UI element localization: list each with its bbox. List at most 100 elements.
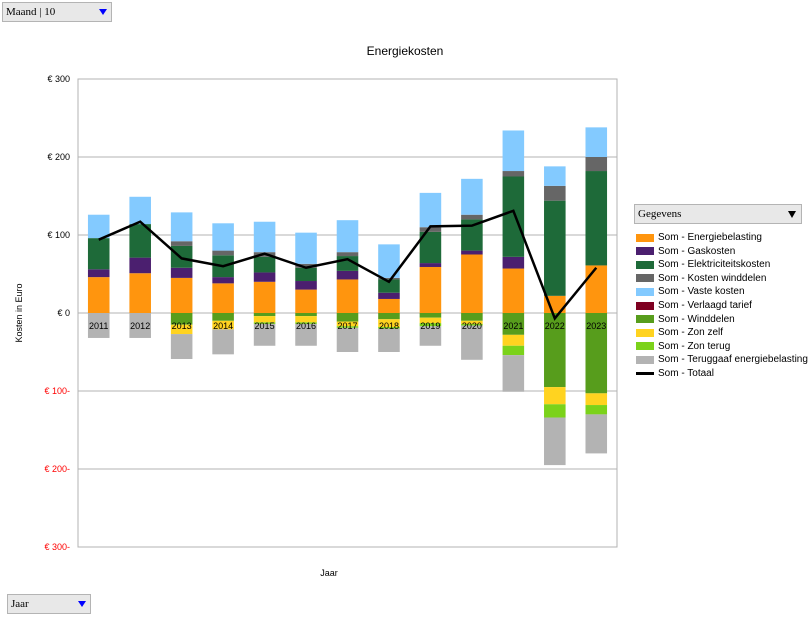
- bar-segment: [212, 320, 234, 330]
- bar-segment: [170, 267, 193, 278]
- bar-segment: [378, 298, 400, 313]
- bar-segment: [253, 316, 276, 323]
- bar-segment: [336, 326, 359, 328]
- bar-segment: [378, 277, 400, 280]
- bar-segment: [378, 328, 400, 352]
- bar-segment: [544, 295, 566, 313]
- bar-segment: [336, 313, 359, 322]
- bar-segment: [461, 313, 483, 321]
- bar-segment: [461, 178, 483, 215]
- bar-segment: [253, 323, 276, 346]
- bar-segment: [419, 266, 442, 313]
- bar-segment: [295, 322, 317, 324]
- legend-item: Som - Zon terug: [636, 339, 808, 353]
- bar-segment: [502, 313, 525, 335]
- bar-segment: [419, 227, 442, 232]
- x-axis-label: Jaar: [320, 568, 338, 578]
- bar-segment: [544, 185, 566, 201]
- dropdown-arrow-icon[interactable]: [99, 9, 107, 15]
- legend-swatch: [636, 260, 654, 269]
- legend-item: Som - Totaal: [636, 366, 808, 380]
- bar-segment: [378, 319, 400, 328]
- legend-label: Som - Vaste kosten: [658, 286, 745, 298]
- bar-segment: [502, 171, 525, 177]
- chart-title: Energiekosten: [367, 44, 444, 58]
- bar-segment: [502, 355, 525, 392]
- dropdown-arrow-icon[interactable]: [788, 211, 796, 218]
- bar-segment: [336, 252, 359, 257]
- legend-swatch: [636, 342, 654, 351]
- bar-segment: [129, 224, 151, 258]
- bar-segment: [87, 313, 110, 338]
- bar-segment: [295, 232, 317, 264]
- bar-segment: [212, 283, 234, 313]
- legend-swatch: [636, 301, 654, 310]
- row-field-dropdown[interactable]: Jaar: [7, 594, 91, 614]
- bar-segment: [461, 250, 483, 255]
- bar-segment: [170, 334, 193, 360]
- legend-item: Som - Kosten winddelen: [636, 272, 808, 286]
- bar-segment: [461, 320, 483, 324]
- bar-segment: [461, 323, 483, 326]
- x-tick-label: 2013: [172, 321, 192, 331]
- legend-label: Som - Winddelen: [658, 313, 735, 325]
- bar-segment: [253, 256, 276, 273]
- x-tick-label: 2023: [586, 321, 606, 331]
- bar-segment: [336, 279, 359, 313]
- row-field-label: Jaar: [11, 598, 29, 610]
- page-filter-dropdown[interactable]: Maand | 10: [2, 2, 112, 22]
- legend-label: Som - Kosten winddelen: [658, 272, 767, 284]
- bar-segment: [170, 313, 193, 325]
- bar-segment: [295, 323, 317, 346]
- x-tick-label: 2017: [337, 321, 357, 331]
- y-tick-label: € 300: [47, 74, 70, 84]
- bar-segment: [419, 317, 442, 324]
- y-tick-label: € 100-: [44, 386, 70, 396]
- bar-segment: [544, 166, 566, 186]
- bar-segment: [295, 313, 317, 317]
- bar-segment: [170, 241, 193, 246]
- legend-label: Som - Gaskosten: [658, 245, 736, 257]
- bar-segment: [419, 192, 442, 228]
- bar-segment: [336, 270, 359, 280]
- bar-segment: [544, 200, 566, 296]
- bar-segment: [87, 277, 110, 313]
- bar-segment: [170, 212, 193, 242]
- bar-segment: [585, 127, 608, 157]
- legend-item: Som - Elektriciteitskosten: [636, 258, 808, 272]
- bar-segment: [585, 157, 608, 172]
- bar-segment: [502, 334, 525, 346]
- legend-swatch: [636, 233, 654, 242]
- bar-segment: [295, 289, 317, 313]
- x-tick-label: 2022: [545, 321, 565, 331]
- legend-item: Som - Zon zelf: [636, 326, 808, 340]
- bar-segment: [212, 313, 234, 321]
- legend-label: Som - Zon terug: [658, 340, 731, 352]
- bar-segment: [129, 257, 151, 274]
- legend-swatch: [636, 371, 654, 375]
- bar-segment: [461, 325, 483, 360]
- total-line-series: [98, 209, 598, 321]
- bar-segment: [295, 316, 317, 323]
- bar-segment: [419, 326, 442, 346]
- bar-segment: [544, 313, 566, 388]
- bar-segment: [87, 269, 110, 278]
- bar-segment: [502, 176, 525, 257]
- legend-swatch: [636, 328, 654, 337]
- x-tick-label: 2015: [255, 321, 275, 331]
- bar-segment: [461, 219, 483, 251]
- y-tick-label: € 100: [47, 230, 70, 240]
- legend-swatch: [636, 274, 654, 283]
- bar-segment: [129, 196, 151, 225]
- bar-segment: [253, 322, 276, 324]
- dropdown-arrow-icon[interactable]: [78, 601, 86, 607]
- legend-item: Som - Energiebelasting: [636, 231, 808, 245]
- bar-segment: [585, 393, 608, 406]
- bar-segment: [419, 313, 442, 318]
- data-field-dropdown[interactable]: Gegevens: [634, 204, 802, 224]
- bar-segment: [170, 277, 193, 313]
- legend: Som - Energiebelasting Som - Gaskosten Som…: [636, 231, 808, 380]
- bar-segment: [212, 223, 234, 251]
- bar-segment: [502, 130, 525, 172]
